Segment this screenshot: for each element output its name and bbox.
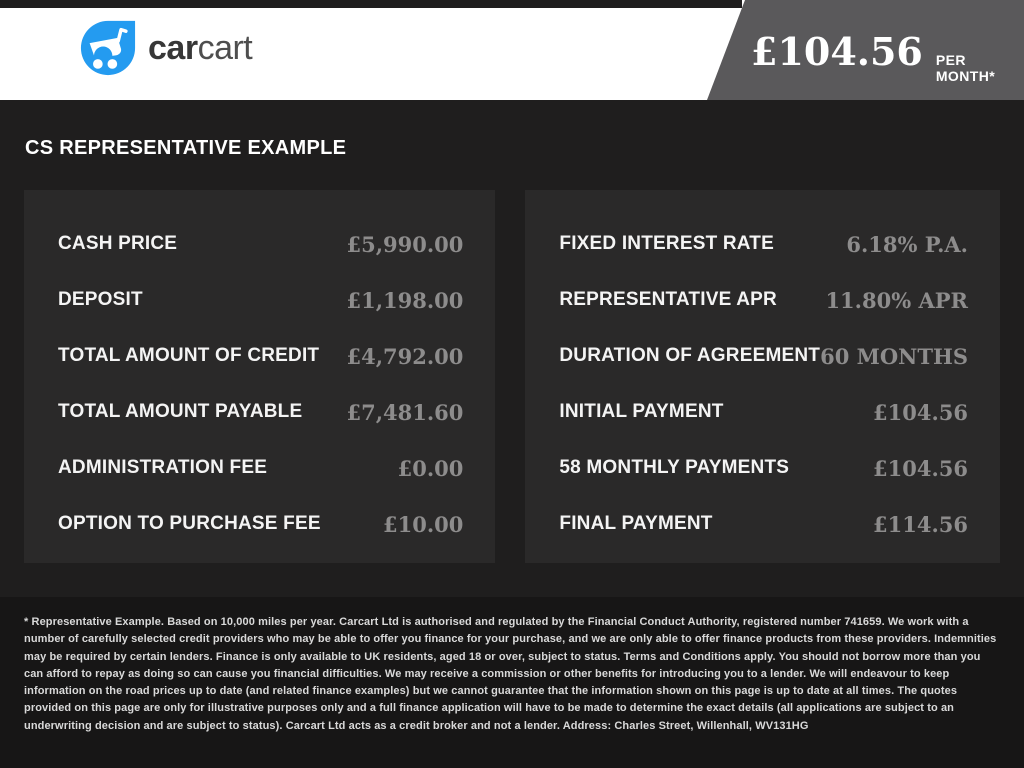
finance-row-value: £104.56 bbox=[873, 399, 968, 425]
finance-row-label: DEPOSIT bbox=[58, 289, 143, 310]
monthly-price-period: PER MONTH* bbox=[935, 52, 996, 84]
finance-row-label: TOTAL AMOUNT OF CREDIT bbox=[58, 345, 320, 366]
finance-row-duration: DURATION OF AGREEMENT 60 MONTHS bbox=[559, 328, 968, 384]
monthly-price-amount: £104.56 bbox=[751, 29, 923, 74]
finance-row-option-fee: OPTION TO PURCHASE FEE £10.00 bbox=[58, 496, 463, 552]
finance-row-label: 58 MONTHLY PAYMENTS bbox=[559, 457, 790, 478]
finance-row-label: TOTAL AMOUNT PAYABLE bbox=[58, 401, 303, 422]
carcart-logo-icon bbox=[80, 20, 136, 76]
finance-row-value: £1,198.00 bbox=[346, 287, 464, 313]
logo[interactable]: carcart bbox=[79, 19, 253, 77]
finance-row-value: 11.80% APR bbox=[825, 287, 968, 313]
finance-row-apr: REPRESENTATIVE APR 11.80% APR bbox=[559, 272, 968, 328]
finance-row-label: CASH PRICE bbox=[58, 233, 178, 254]
top-strip bbox=[0, 0, 742, 8]
header: carcart £104.56 PER MONTH* bbox=[0, 0, 1024, 100]
finance-row-label: INITIAL PAYMENT bbox=[559, 401, 724, 422]
finance-row-admin-fee: ADMINISTRATION FEE £0.00 bbox=[58, 440, 463, 496]
finance-row-value: 6.18% P.A. bbox=[846, 231, 968, 257]
finance-row-label: FINAL PAYMENT bbox=[559, 513, 713, 534]
finance-row-total-payable: TOTAL AMOUNT PAYABLE £7,481.60 bbox=[58, 384, 463, 440]
finance-row-value: 60 MONTHS bbox=[820, 343, 968, 369]
disclaimer-text: * Representative Example. Based on 10,00… bbox=[24, 616, 997, 732]
finance-row-label: ADMINISTRATION FEE bbox=[58, 457, 268, 478]
finance-row-value: £5,990.00 bbox=[346, 231, 464, 257]
finance-row-total-credit: TOTAL AMOUNT OF CREDIT £4,792.00 bbox=[58, 328, 463, 384]
finance-row-deposit: DEPOSIT £1,198.00 bbox=[58, 272, 463, 328]
finance-row-value: £0.00 bbox=[397, 455, 464, 481]
logo-text: carcart bbox=[148, 19, 253, 77]
finance-row-initial-payment: INITIAL PAYMENT £104.56 bbox=[559, 384, 968, 440]
main-content: CS REPRESENTATIVE EXAMPLE CASH PRICE £5,… bbox=[0, 100, 1024, 563]
finance-row-label: DURATION OF AGREEMENT bbox=[559, 345, 821, 366]
finance-row-final-payment: FINAL PAYMENT £114.56 bbox=[559, 496, 968, 552]
finance-row-value: £114.56 bbox=[873, 511, 968, 537]
finance-row-label: OPTION TO PURCHASE FEE bbox=[58, 513, 321, 534]
price-badge-inner: £104.56 PER MONTH* bbox=[751, 29, 1010, 85]
finance-row-cash-price: CASH PRICE £5,990.00 bbox=[58, 216, 463, 272]
brand-suffix: cart bbox=[197, 29, 253, 67]
finance-panels: CASH PRICE £5,990.00 DEPOSIT £1,198.00 T… bbox=[24, 190, 1000, 563]
finance-panel-left: CASH PRICE £5,990.00 DEPOSIT £1,198.00 T… bbox=[24, 190, 496, 563]
finance-row-value: £104.56 bbox=[873, 455, 968, 481]
page-title: CS REPRESENTATIVE EXAMPLE bbox=[25, 137, 347, 159]
footer: * Representative Example. Based on 10,00… bbox=[0, 597, 1024, 768]
finance-row-interest-rate: FIXED INTEREST RATE 6.18% P.A. bbox=[559, 216, 968, 272]
finance-row-value: £7,481.60 bbox=[346, 399, 464, 425]
finance-row-label: REPRESENTATIVE APR bbox=[559, 289, 777, 310]
finance-row-value: £10.00 bbox=[383, 511, 464, 537]
finance-row-value: £4,792.00 bbox=[346, 343, 464, 369]
brand-prefix: car bbox=[148, 29, 198, 67]
finance-row-label: FIXED INTEREST RATE bbox=[559, 233, 774, 254]
price-badge: £104.56 PER MONTH* bbox=[707, 0, 1024, 100]
finance-row-monthly-payments: 58 MONTHLY PAYMENTS £104.56 bbox=[559, 440, 968, 496]
finance-panel-right: FIXED INTEREST RATE 6.18% P.A. REPRESENT… bbox=[525, 190, 1000, 563]
